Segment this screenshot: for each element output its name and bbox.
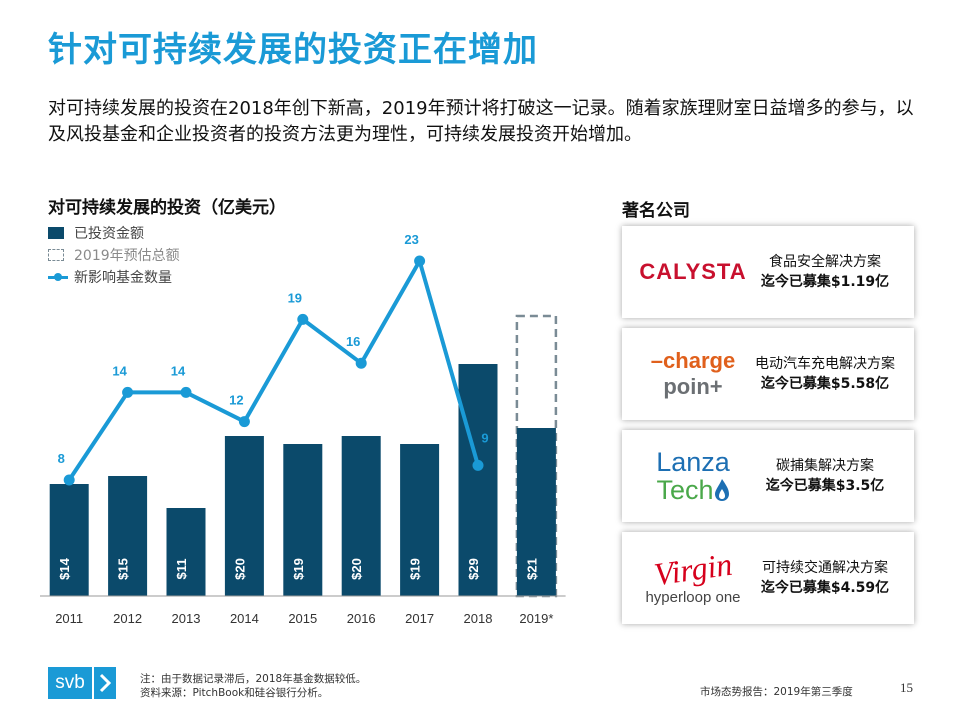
funds-point-label: 16 bbox=[346, 334, 360, 349]
legend-swatch-invested bbox=[48, 227, 64, 239]
companies-title: 著名公司 bbox=[622, 201, 690, 221]
bar-value-label: $29 bbox=[466, 558, 481, 580]
legend-swatch-estimate bbox=[48, 249, 64, 261]
svb-logo: svb bbox=[48, 667, 116, 699]
funds-line bbox=[67, 259, 480, 482]
legend-item-funds: 新影响基金数量 bbox=[48, 266, 180, 288]
funds-point bbox=[180, 386, 192, 398]
footnote-note: 注：由于数据记录滞后，2018年基金数据较低。 bbox=[140, 673, 367, 685]
bar-value-label: $21 bbox=[524, 558, 539, 580]
legend-label-invested: 已投资金额 bbox=[74, 226, 144, 242]
x-tick-label: 2016 bbox=[347, 611, 376, 626]
legend-line-funds bbox=[48, 271, 68, 283]
bar-value-label: $19 bbox=[291, 558, 306, 580]
company-desc: 食品安全解决方案 bbox=[769, 254, 881, 270]
bar bbox=[400, 444, 440, 596]
company-raised: 迄今已募集$3.5亿 bbox=[765, 478, 885, 494]
x-tick-label: 2019* bbox=[519, 611, 553, 626]
company-raised: 迄今已募集$5.58亿 bbox=[760, 376, 890, 392]
funds-point-label: 9 bbox=[481, 430, 488, 445]
company-raised: 迄今已募集$4.59亿 bbox=[760, 580, 890, 596]
bar bbox=[283, 444, 323, 596]
funds-point-label: 19 bbox=[288, 290, 302, 305]
page-number: 15 bbox=[900, 680, 913, 695]
chevron-right-icon bbox=[94, 667, 116, 699]
funds-point-label: 8 bbox=[58, 451, 65, 466]
bar bbox=[458, 364, 498, 596]
lanzatech-logo-top: Lanza bbox=[656, 447, 730, 477]
intro-paragraph: 对可持续发展的投资在2018年创下新高，2019年预计将打破这一记录。随着家族理… bbox=[48, 98, 914, 145]
x-tick-label: 2015 bbox=[288, 611, 317, 626]
calysta-logo: CALYSTA bbox=[630, 226, 756, 318]
funds-point bbox=[355, 357, 367, 369]
company-desc: 可持续交通解决方案 bbox=[762, 560, 888, 576]
bar-value-label: $11 bbox=[174, 559, 189, 580]
company-card-calysta: CALYSTA 食品安全解决方案 迄今已募集$1.19亿 bbox=[622, 226, 914, 318]
company-desc: 碳捕集解决方案 bbox=[776, 458, 874, 474]
funds-point-label: 14 bbox=[112, 363, 127, 378]
x-tick-label: 2011 bbox=[55, 611, 83, 626]
funds-point-label: 23 bbox=[404, 232, 418, 247]
bar bbox=[224, 436, 264, 596]
bar bbox=[341, 436, 381, 596]
virgin-logo-text: Virgin bbox=[651, 545, 735, 592]
chargepoint-logo: –charge poin+ bbox=[650, 348, 736, 399]
bar-value-label: $20 bbox=[349, 558, 364, 580]
report-name: 市场态势报告：2019年第三季度 bbox=[700, 686, 853, 698]
x-tick-label: 2012 bbox=[113, 611, 142, 626]
chart-title: 对可持续发展的投资（亿美元） bbox=[48, 198, 286, 218]
funds-point-label: 12 bbox=[229, 393, 243, 408]
bar-value-label: $14 bbox=[57, 557, 72, 579]
legend-label-estimate: 2019年预估总额 bbox=[74, 248, 180, 264]
chart-legend: 已投资金额 2019年预估总额 新影响基金数量 bbox=[48, 222, 180, 288]
legend-item-estimate: 2019年预估总额 bbox=[48, 244, 180, 266]
chargepoint-logo-bottom: poin+ bbox=[663, 374, 723, 399]
bar bbox=[516, 428, 556, 596]
bar-value-label: $15 bbox=[116, 558, 131, 580]
calysta-logo-text: CALYSTA bbox=[639, 259, 747, 284]
hyperloop-logo-text: hyperloop one bbox=[645, 588, 741, 606]
lanzatech-logo-bottom: Tech bbox=[656, 475, 714, 505]
footnote-source: 资料来源：PitchBook和硅谷银行分析。 bbox=[140, 687, 329, 699]
company-raised: 迄今已募集$1.19亿 bbox=[760, 274, 890, 290]
company-card-chargepoint: –charge poin+ 电动汽车充电解决方案 迄今已募集$5.58亿 bbox=[622, 328, 914, 420]
bar-value-label: $19 bbox=[408, 558, 423, 580]
x-tick-label: 2013 bbox=[172, 611, 201, 626]
lanzatech-logo: Lanza Tech bbox=[630, 430, 756, 522]
company-desc: 电动汽车充电解决方案 bbox=[755, 356, 895, 372]
svb-logo-text: svb bbox=[48, 667, 92, 699]
x-tick-label: 2017 bbox=[405, 611, 434, 626]
funds-point bbox=[297, 313, 309, 325]
legend-item-invested: 已投资金额 bbox=[48, 222, 180, 244]
funds-point bbox=[472, 459, 484, 471]
x-tick-label: 2018 bbox=[464, 611, 493, 626]
company-card-virgin-hyperloop: Virgin hyperloop one 可持续交通解决方案 迄今已募集$4.5… bbox=[622, 532, 914, 624]
funds-point bbox=[63, 474, 75, 486]
company-card-lanzatech: Lanza Tech 碳捕集解决方案 迄今已募集$3.5亿 bbox=[622, 430, 914, 522]
footnote: 注：由于数据记录滞后，2018年基金数据较低。 资料来源：PitchBook和硅… bbox=[140, 672, 366, 700]
chargepoint-logo-top: charge bbox=[663, 348, 736, 373]
virgin-hyperloop-logo: Virgin hyperloop one bbox=[630, 532, 756, 624]
funds-point bbox=[414, 255, 426, 267]
funds-point bbox=[238, 416, 250, 428]
page-title: 针对可持续发展的投资正在增加 bbox=[48, 30, 538, 70]
x-tick-label: 2014 bbox=[230, 611, 259, 626]
funds-point-label: 14 bbox=[171, 363, 186, 378]
legend-label-funds: 新影响基金数量 bbox=[74, 270, 172, 286]
bar bbox=[49, 484, 89, 596]
funds-point bbox=[122, 386, 134, 398]
bar-value-label: $20 bbox=[232, 558, 247, 580]
flame-icon bbox=[714, 479, 729, 501]
investment-chart: $14 $15 $11 $20 $19 $20 $19 $29 $21 2011 2012 2013 2… bbox=[40, 232, 566, 626]
bar bbox=[108, 476, 148, 596]
bar bbox=[166, 508, 206, 596]
